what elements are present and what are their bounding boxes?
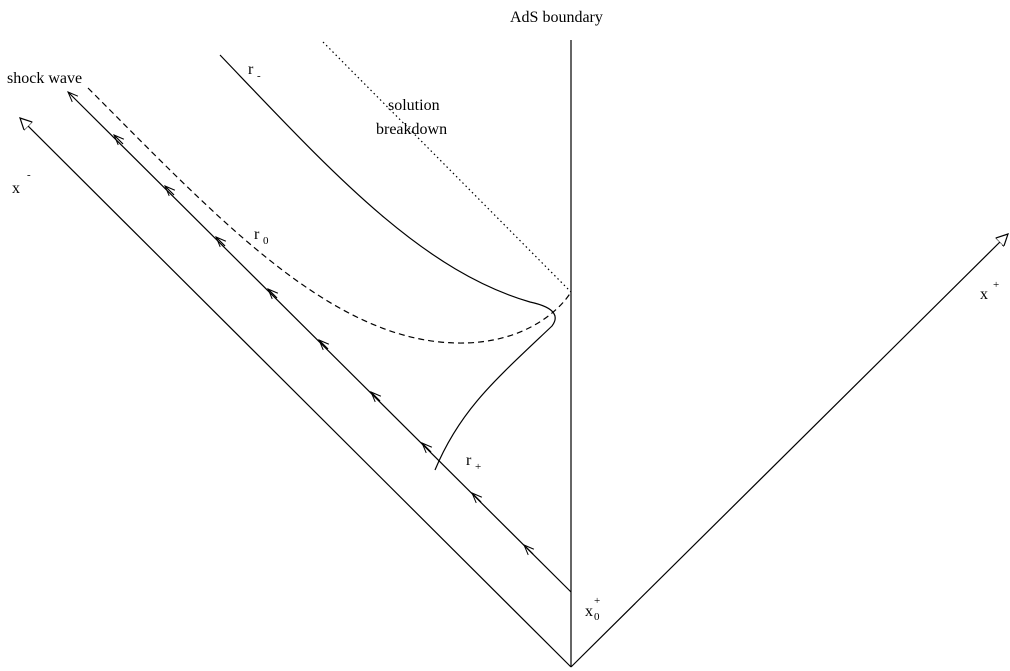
svg-text:x: x [980, 286, 988, 303]
r-plus-label: r + [466, 452, 481, 473]
svg-text:r: r [248, 61, 254, 78]
x0-plus-label: x + 0 [585, 595, 600, 623]
svg-text:-: - [257, 70, 261, 82]
svg-text:x: x [585, 603, 593, 620]
ads-boundary-label: AdS boundary [510, 9, 603, 26]
svg-text:-: - [27, 169, 31, 181]
x-minus-axis [20, 118, 572, 668]
solution-breakdown-label-line2: breakdown [376, 121, 447, 138]
svg-text:+: + [475, 461, 481, 473]
solution-breakdown-line [322, 41, 572, 293]
svg-text:0: 0 [594, 611, 600, 623]
x-plus-axis [570, 234, 1008, 668]
shock-wave-label: shock wave [7, 70, 82, 87]
x-minus-label: x - [12, 169, 31, 197]
svg-text:x: x [12, 180, 20, 197]
x-plus-label: x + [980, 279, 999, 303]
r-zero-label: r 0 [254, 226, 269, 247]
svg-text:r: r [254, 226, 260, 243]
solution-breakdown-label-line1: solution [388, 97, 440, 114]
svg-text:+: + [993, 279, 999, 291]
r-zero-curve [87, 87, 572, 344]
r-minus-r-plus-curve [219, 54, 556, 471]
shock-wave-arrows [114, 135, 533, 554]
shock-wave-ray [68, 92, 572, 593]
svg-text:+: + [594, 595, 600, 607]
svg-text:0: 0 [263, 235, 269, 247]
r-minus-label: r - [248, 61, 261, 82]
svg-text:r: r [466, 452, 472, 469]
